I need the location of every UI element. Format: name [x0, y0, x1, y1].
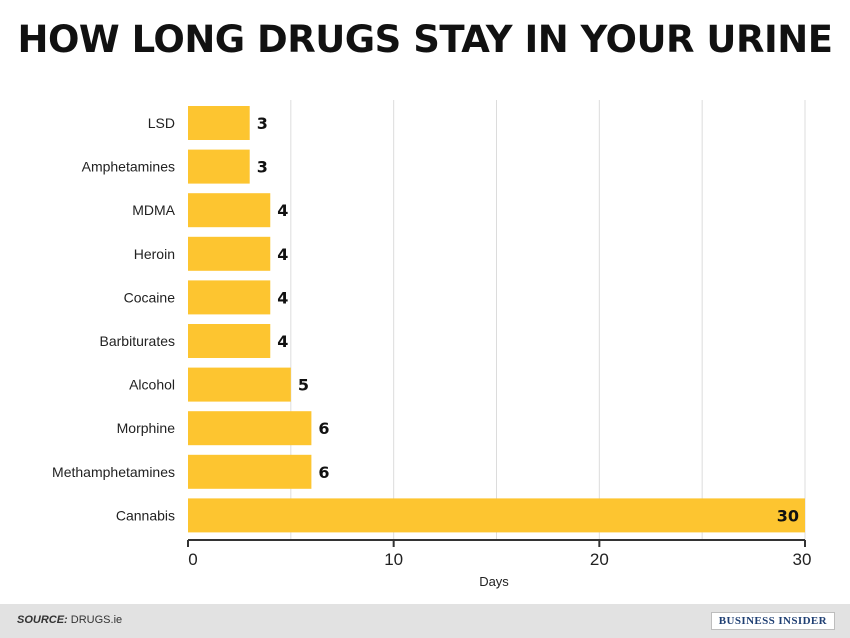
category-label: Methamphetamines [52, 464, 175, 480]
category-label: Cannabis [116, 507, 175, 523]
brand-logo: BUSINESS INSIDER [710, 612, 835, 630]
source-note: SOURCE: DRUGS.ie [17, 614, 122, 626]
bar [188, 236, 271, 271]
x-tick-label: 10 [384, 550, 403, 569]
bar [188, 280, 271, 315]
source-value: DRUGS.ie [70, 614, 123, 626]
data-label: 4 [277, 332, 288, 351]
bar [188, 454, 312, 489]
footer-bar: SOURCE: DRUGS.ie BUSINESS INSIDER [0, 604, 850, 638]
bar-chart: LSD 3 Amphetamines 3 MDMA 4 Heroin 4 Cocaine 4 Bar… [52, 100, 812, 589]
category-label: Alcohol [129, 377, 175, 393]
data-label: 5 [298, 376, 309, 395]
data-label: 6 [318, 463, 329, 482]
data-label: 6 [318, 419, 329, 438]
category-label: Barbiturates [100, 333, 175, 349]
data-label: 4 [277, 288, 288, 307]
bar [188, 106, 250, 140]
x-tick-label: 0 [188, 550, 197, 569]
bar [188, 498, 805, 533]
category-label: Heroin [134, 246, 175, 262]
chart-title: HOW LONG DRUGS STAY IN YOUR URINE [17, 18, 833, 61]
x-tick-label: 20 [590, 550, 609, 569]
bar [188, 367, 291, 402]
bar [188, 324, 271, 358]
data-label: 4 [277, 201, 288, 220]
data-label: 30 [777, 506, 799, 525]
bar [188, 411, 312, 446]
category-label: Amphetamines [82, 159, 175, 175]
category-label: Cocaine [124, 289, 176, 305]
bar [188, 149, 250, 184]
category-label: Morphine [117, 420, 176, 436]
bar [188, 193, 271, 228]
data-label: 3 [257, 158, 268, 177]
x-axis-title: Days [479, 574, 509, 589]
category-label: MDMA [132, 202, 175, 218]
source-label: SOURCE: [17, 614, 68, 626]
data-label: 4 [277, 245, 288, 264]
x-tick-label: 30 [793, 550, 812, 569]
data-label: 3 [257, 114, 268, 133]
category-label: LSD [148, 115, 175, 131]
